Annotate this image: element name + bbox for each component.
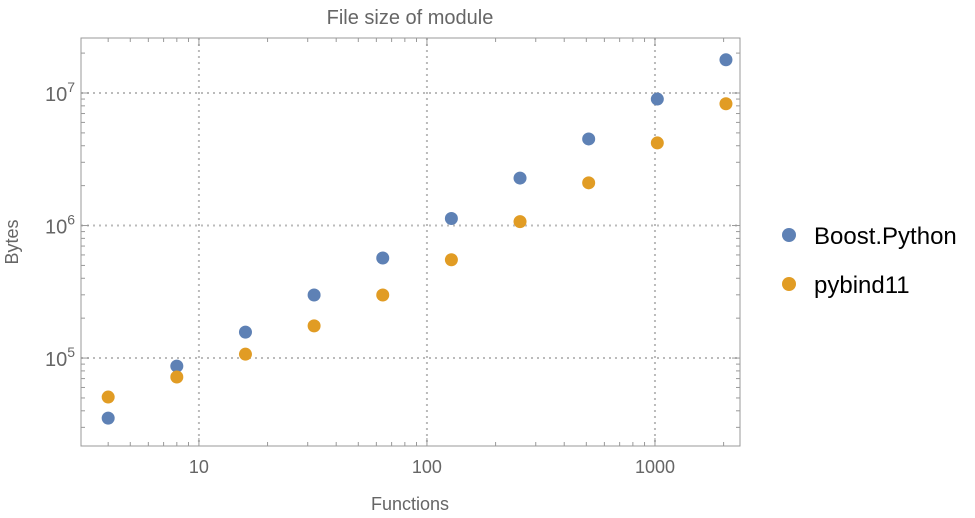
x-tick-label: 1000 bbox=[635, 457, 675, 477]
point-pybind11 bbox=[376, 288, 390, 302]
point-pybind11 bbox=[101, 390, 115, 404]
y-tick-label: 106 bbox=[45, 212, 75, 239]
legend-marker bbox=[782, 228, 796, 242]
point-pybind11 bbox=[238, 347, 252, 361]
y-axis-label: Bytes bbox=[2, 219, 22, 264]
point-boost-python bbox=[513, 171, 527, 185]
x-tick-label: 10 bbox=[189, 457, 209, 477]
point-boost-python bbox=[719, 53, 733, 67]
legend-label: pybind11 bbox=[814, 272, 910, 299]
point-pybind11 bbox=[582, 176, 596, 190]
points bbox=[101, 53, 733, 425]
point-boost-python bbox=[307, 288, 321, 302]
point-pybind11 bbox=[307, 319, 321, 333]
point-pybind11 bbox=[170, 370, 184, 384]
point-boost-python bbox=[101, 411, 115, 425]
point-boost-python bbox=[650, 92, 664, 106]
ticks: 10 100 1000 105 106 107 bbox=[45, 38, 740, 477]
point-boost-python bbox=[170, 359, 184, 373]
legend-label: Boost.Python bbox=[814, 223, 957, 250]
legend: Boost.Python pybind11 bbox=[782, 223, 957, 299]
y-tick-label: 105 bbox=[45, 344, 75, 371]
x-axis-label: Functions bbox=[371, 494, 449, 513]
point-pybind11 bbox=[444, 253, 458, 267]
grid bbox=[81, 38, 740, 446]
point-boost-python bbox=[238, 325, 252, 339]
y-tick-label: 107 bbox=[45, 79, 75, 106]
legend-marker bbox=[782, 277, 796, 291]
point-pybind11 bbox=[513, 215, 527, 229]
point-boost-python bbox=[444, 211, 458, 225]
plot-frame bbox=[80, 37, 741, 447]
x-tick-label: 100 bbox=[412, 457, 442, 477]
chart-title: File size of module bbox=[327, 7, 494, 29]
point-boost-python bbox=[376, 251, 390, 265]
point-boost-python bbox=[582, 132, 596, 146]
point-pybind11 bbox=[650, 136, 664, 150]
point-pybind11 bbox=[719, 97, 733, 111]
